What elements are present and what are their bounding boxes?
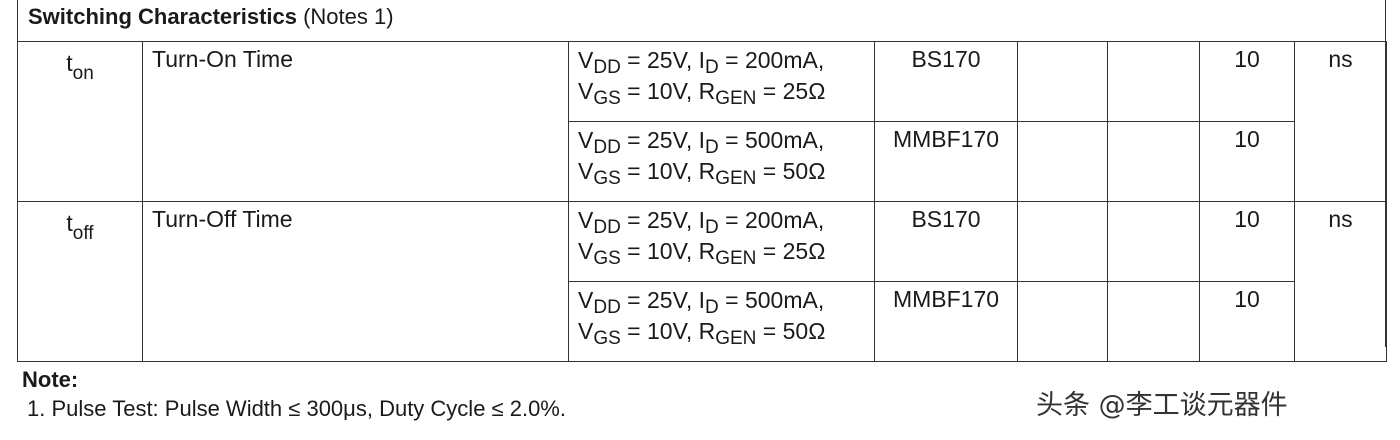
min-cell — [1017, 201, 1108, 282]
sub-gs: GS — [593, 168, 621, 189]
table-row: VDD = 25V, ID = 500mA, VGS = 10V, RGEN =… — [18, 281, 1387, 362]
sub-gen: GEN — [715, 88, 757, 109]
parameter-cell: Turn-On Time — [142, 41, 569, 202]
test-condition-cell: VDD = 25V, ID = 200mA, VGS = 10V, RGEN =… — [568, 201, 875, 282]
max-cell: 10 — [1199, 121, 1295, 202]
vgs-value: = 10V, R — [620, 158, 716, 184]
vgs-value: = 10V, R — [620, 78, 716, 104]
sub-dd: DD — [593, 137, 621, 158]
sub-dd: DD — [593, 217, 621, 238]
vgs-value: = 10V, R — [620, 318, 716, 344]
symbol-cell: ton — [17, 41, 143, 202]
rgen-value: = 50Ω — [756, 158, 826, 184]
sub-dd: DD — [593, 297, 621, 318]
sub-d: D — [705, 297, 719, 318]
max-cell: 10 — [1199, 41, 1295, 122]
vgs-value: = 10V, R — [620, 238, 716, 264]
test-condition-cell: VDD = 25V, ID = 200mA, VGS = 10V, RGEN =… — [568, 41, 875, 122]
sub-d: D — [705, 137, 719, 158]
max-cell: 10 — [1199, 201, 1295, 282]
id-value: = 500mA, — [718, 287, 825, 313]
condition-line-1: VDD = 25V, ID = 200mA, — [578, 207, 825, 238]
sub-d: D — [705, 57, 719, 78]
id-value: = 500mA, — [718, 127, 825, 153]
condition-line-1: VDD = 25V, ID = 500mA, — [578, 287, 825, 318]
typ-cell — [1107, 281, 1200, 362]
symbol-subscript: off — [72, 223, 94, 244]
vdd-value: = 25V, I — [620, 207, 705, 233]
min-cell — [1017, 121, 1108, 202]
note-heading: Note: — [22, 367, 79, 392]
rgen-value: = 50Ω — [756, 318, 826, 344]
condition-line-2: VGS = 10V, RGEN = 25Ω — [578, 78, 826, 109]
symbol-cell: toff — [17, 201, 143, 362]
rgen-value: = 25Ω — [756, 238, 826, 264]
unit-cell: ns — [1294, 41, 1387, 202]
section-title-notes: (Notes 1) — [296, 4, 394, 29]
condition-line-1: VDD = 25V, ID = 200mA, — [578, 47, 825, 78]
device-type-cell: BS170 — [874, 41, 1018, 122]
sub-gen: GEN — [715, 168, 757, 189]
test-condition-cell: VDD = 25V, ID = 500mA, VGS = 10V, RGEN =… — [568, 281, 875, 362]
device-type-cell: BS170 — [874, 201, 1018, 282]
sub-gs: GS — [593, 88, 621, 109]
table-row: ton Turn-On Time VDD = 25V, ID = 200mA, … — [17, 41, 1387, 202]
vdd-value: = 25V, I — [620, 127, 705, 153]
sub-gs: GS — [593, 248, 621, 269]
typ-cell — [1107, 201, 1200, 282]
id-value: = 200mA, — [718, 207, 825, 233]
table-row: VDD = 25V, ID = 500mA, VGS = 10V, RGEN =… — [18, 121, 1387, 202]
section-title-bold: Switching Characteristics — [28, 4, 297, 29]
max-cell: 10 — [1199, 281, 1295, 362]
unit-cell: ns — [1294, 201, 1387, 362]
vdd-value: = 25V, I — [620, 47, 705, 73]
typ-cell — [1107, 121, 1200, 202]
min-cell — [1017, 41, 1108, 122]
sub-gen: GEN — [715, 248, 757, 269]
condition-line-1: VDD = 25V, ID = 500mA, — [578, 127, 825, 158]
id-value: = 200mA, — [718, 47, 825, 73]
section-title: Switching Characteristics (Notes 1) — [28, 4, 394, 30]
device-type-cell: MMBF170 — [874, 121, 1018, 202]
test-condition-cell: VDD = 25V, ID = 500mA, VGS = 10V, RGEN =… — [568, 121, 875, 202]
condition-line-2: VGS = 10V, RGEN = 50Ω — [578, 318, 826, 349]
device-type-cell: MMBF170 — [874, 281, 1018, 362]
condition-line-2: VGS = 10V, RGEN = 25Ω — [578, 238, 826, 269]
parameter-cell: Turn-Off Time — [142, 201, 569, 362]
table-row: toff Turn-Off Time VDD = 25V, ID = 200mA… — [17, 201, 1387, 362]
condition-line-2: VGS = 10V, RGEN = 50Ω — [578, 158, 826, 189]
symbol-subscript: on — [72, 63, 94, 84]
rgen-value: = 25Ω — [756, 78, 826, 104]
typ-cell — [1107, 41, 1200, 122]
sub-d: D — [705, 217, 719, 238]
symbol-main: t — [66, 210, 73, 236]
sub-gs: GS — [593, 328, 621, 349]
vdd-value: = 25V, I — [620, 287, 705, 313]
note-text: 1. Pulse Test: Pulse Width ≤ 300μs, Duty… — [27, 396, 566, 421]
switching-characteristics-table: ton Turn-On Time VDD = 25V, ID = 200mA, … — [17, 41, 1387, 362]
source-watermark: 头条 @李工谈元器件 — [1036, 390, 1288, 421]
symbol-main: t — [66, 50, 73, 76]
sub-gen: GEN — [715, 328, 757, 349]
min-cell — [1017, 281, 1108, 362]
sub-dd: DD — [593, 57, 621, 78]
